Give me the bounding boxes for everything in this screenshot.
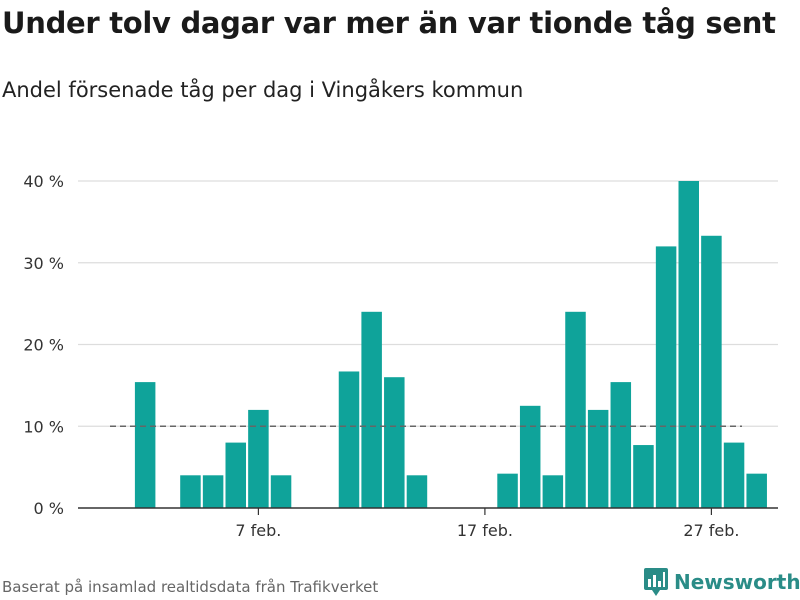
bar-chart: 0 % 10 % 20 % 30 % 40 % 7 feb. 17 feb. 27 feb. bbox=[23, 172, 778, 540]
y-tick-label: 0 % bbox=[34, 499, 64, 518]
chart-subtitle: Andel försenade tåg per dag i Vingåkers … bbox=[2, 78, 524, 102]
bar bbox=[361, 311, 382, 508]
bar bbox=[406, 475, 428, 508]
chart-title: Under tolv dagar var mer än var tionde t… bbox=[2, 6, 776, 40]
x-tick-label: 27 feb. bbox=[683, 521, 739, 540]
bar bbox=[270, 475, 292, 508]
bar bbox=[202, 475, 224, 508]
brand-name: Newsworthy bbox=[674, 570, 800, 594]
bars bbox=[134, 181, 767, 508]
newsworthy-chart-logo-icon bbox=[644, 568, 668, 596]
source-note: Baserat på insamlad realtidsdata från Tr… bbox=[2, 578, 379, 596]
bar bbox=[338, 371, 360, 508]
bar bbox=[542, 475, 564, 508]
x-tick-label: 7 feb. bbox=[235, 521, 281, 540]
bar bbox=[565, 311, 586, 508]
x-tick-label: 17 feb. bbox=[457, 521, 513, 540]
bar bbox=[723, 442, 745, 508]
y-tick-label: 30 % bbox=[23, 254, 64, 273]
bar bbox=[746, 473, 767, 508]
bar bbox=[701, 235, 722, 508]
bar bbox=[248, 409, 269, 508]
bar bbox=[225, 442, 246, 508]
bar bbox=[134, 382, 156, 508]
bar bbox=[587, 409, 609, 508]
y-axis-labels: 0 % 10 % 20 % 30 % 40 % bbox=[23, 172, 64, 518]
bar bbox=[678, 181, 699, 508]
x-axis-labels: 7 feb. 17 feb. 27 feb. bbox=[235, 508, 739, 540]
y-tick-label: 10 % bbox=[23, 417, 64, 436]
brand-logo-link: Newsworthy bbox=[644, 568, 800, 596]
bar bbox=[384, 377, 405, 508]
bar bbox=[610, 382, 632, 508]
y-tick-label: 40 % bbox=[23, 172, 64, 191]
bar bbox=[655, 246, 677, 508]
y-tick-label: 20 % bbox=[23, 336, 64, 355]
bar bbox=[633, 445, 654, 508]
bar bbox=[519, 405, 541, 508]
bar bbox=[497, 473, 518, 508]
bar bbox=[180, 475, 201, 508]
